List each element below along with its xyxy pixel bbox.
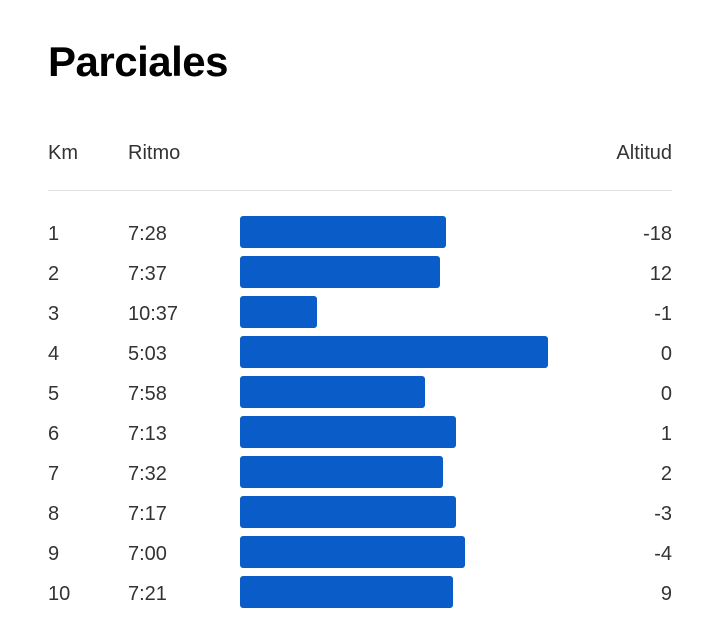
split-row: 7 7:32 2 [48,454,672,494]
split-pace: 7:28 [128,223,167,245]
split-elevation: 0 [660,383,672,405]
split-km: 3 [48,303,60,325]
split-row: 2 7:37 12 [48,254,672,294]
split-elevation: -3 [654,503,672,525]
split-pace-bar [240,376,425,408]
split-pace: 7:00 [128,543,167,565]
split-row: 1 7:28 -18 [48,214,672,254]
split-pace-bar [240,336,548,368]
split-elevation: -1 [654,303,672,325]
split-pace: 10:37 [128,303,179,325]
split-elevation: 0 [660,343,672,365]
km-column-header: Km [48,142,78,164]
splits-list: 1 7:28 -18 2 7:37 12 3 10:37 -1 4 5:03 0 5 7:58 0 6 7:13… [48,214,672,614]
split-elevation: 1 [660,423,672,445]
split-row: 3 10:37 -1 [48,294,672,334]
page-title: Parciales [48,38,229,85]
split-pace: 7:17 [128,503,167,525]
split-pace-bar [240,536,465,568]
split-pace-bar [240,496,456,528]
split-row: 5 7:58 0 [48,374,672,414]
split-km: 2 [48,263,60,285]
split-row: 4 5:03 0 [48,334,672,374]
split-row: 9 7:00 -4 [48,534,672,574]
pace-column-header: Ritmo [128,142,181,164]
split-pace: 7:58 [128,383,167,405]
split-km: 5 [48,383,60,405]
split-elevation: -4 [654,543,672,565]
split-elevation: 2 [660,463,672,485]
split-elevation: -18 [643,223,672,245]
elevation-column-header: Altitud [616,142,672,164]
header-divider [48,190,672,191]
split-km: 6 [48,423,60,445]
split-row: 8 7:17 -3 [48,494,672,534]
split-km: 8 [48,503,60,525]
split-pace: 5:03 [128,343,167,365]
split-km: 7 [48,463,60,485]
split-pace-bar [240,576,453,608]
split-elevation: 12 [649,263,672,285]
split-km: 10 [48,583,71,605]
split-pace-bar [240,416,456,448]
splits-table-header: Km Ritmo Altitud [48,138,672,168]
split-pace: 7:13 [128,423,167,445]
split-km: 9 [48,543,60,565]
split-pace-bar [240,256,440,288]
split-pace-bar [240,216,446,248]
split-elevation: 9 [660,583,672,605]
split-km: 4 [48,343,60,365]
split-pace-bar [240,456,443,488]
split-pace: 7:21 [128,583,167,605]
split-pace: 7:32 [128,463,167,485]
split-pace: 7:37 [128,263,167,285]
split-row: 6 7:13 1 [48,414,672,454]
split-pace-bar [240,296,317,328]
split-row: 10 7:21 9 [48,574,672,614]
split-km: 1 [48,223,60,245]
